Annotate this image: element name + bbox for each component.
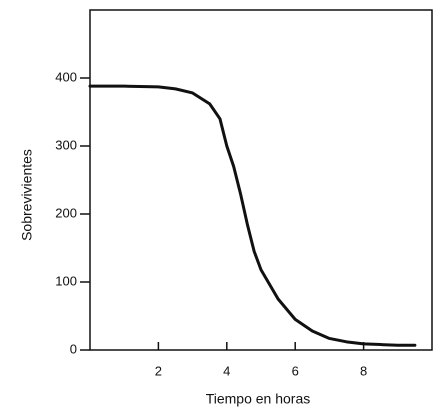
y-tick-label: 200: [55, 205, 77, 220]
y-tick-label: 300: [55, 137, 77, 152]
y-axis-label: Sobrevivientes: [19, 149, 35, 241]
plot-frame: [89, 9, 433, 351]
y-tick-label: 400: [55, 69, 77, 84]
x-tick-label: 4: [223, 363, 230, 378]
y-tick-label: 0: [70, 341, 77, 356]
y-tick-label: 100: [55, 273, 77, 288]
x-tick-label: 2: [155, 363, 162, 378]
x-axis-label: Tiempo en horas: [206, 391, 311, 407]
x-tick-label: 8: [360, 363, 367, 378]
line-series: [88, 84, 417, 347]
x-tick-label: 6: [292, 363, 299, 378]
